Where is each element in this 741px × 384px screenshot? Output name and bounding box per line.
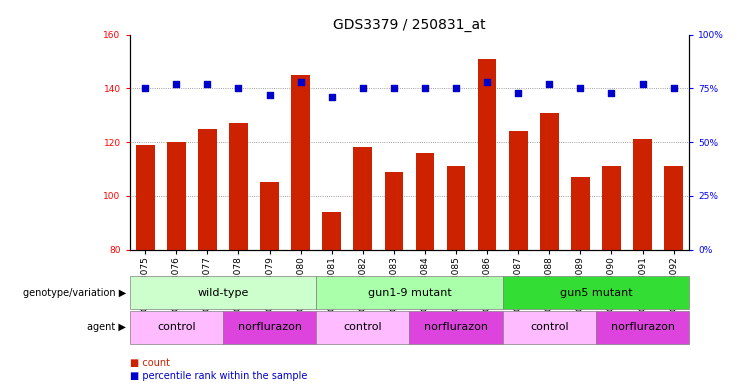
- Text: genotype/variation ▶: genotype/variation ▶: [23, 288, 126, 298]
- Text: norflurazon: norflurazon: [424, 322, 488, 333]
- Text: norflurazon: norflurazon: [238, 322, 302, 333]
- Bar: [571, 177, 590, 250]
- Point: [326, 94, 338, 100]
- Bar: [136, 145, 155, 250]
- Text: control: control: [344, 322, 382, 333]
- Point: [543, 81, 555, 87]
- Bar: [198, 129, 216, 250]
- Point: [450, 85, 462, 91]
- Point: [512, 89, 524, 96]
- Bar: [633, 139, 652, 250]
- Text: norflurazon: norflurazon: [611, 322, 674, 333]
- Point: [170, 81, 182, 87]
- Text: gun1-9 mutant: gun1-9 mutant: [368, 288, 451, 298]
- Point: [668, 85, 679, 91]
- Point: [605, 89, 617, 96]
- Bar: [478, 59, 496, 250]
- Point: [637, 81, 648, 87]
- Bar: [229, 123, 247, 250]
- Point: [202, 81, 213, 87]
- Point: [574, 85, 586, 91]
- Text: control: control: [530, 322, 568, 333]
- Point: [357, 85, 369, 91]
- Bar: [385, 172, 403, 250]
- Text: agent ▶: agent ▶: [87, 322, 126, 333]
- Bar: [602, 166, 621, 250]
- Text: control: control: [157, 322, 196, 333]
- Bar: [664, 166, 683, 250]
- Point: [295, 79, 307, 85]
- Point: [233, 85, 245, 91]
- Title: GDS3379 / 250831_at: GDS3379 / 250831_at: [333, 18, 485, 32]
- Point: [264, 92, 276, 98]
- Bar: [322, 212, 341, 250]
- Bar: [167, 142, 185, 250]
- Bar: [260, 182, 279, 250]
- Bar: [540, 113, 559, 250]
- Bar: [509, 131, 528, 250]
- Text: ■ count: ■ count: [130, 358, 170, 368]
- Bar: [291, 75, 310, 250]
- Text: wild-type: wild-type: [197, 288, 248, 298]
- Point: [419, 85, 431, 91]
- Text: ■ percentile rank within the sample: ■ percentile rank within the sample: [130, 371, 307, 381]
- Text: gun5 mutant: gun5 mutant: [559, 288, 632, 298]
- Bar: [353, 147, 372, 250]
- Bar: [447, 166, 465, 250]
- Bar: [416, 153, 434, 250]
- Point: [481, 79, 493, 85]
- Point: [388, 85, 400, 91]
- Point: [139, 85, 151, 91]
